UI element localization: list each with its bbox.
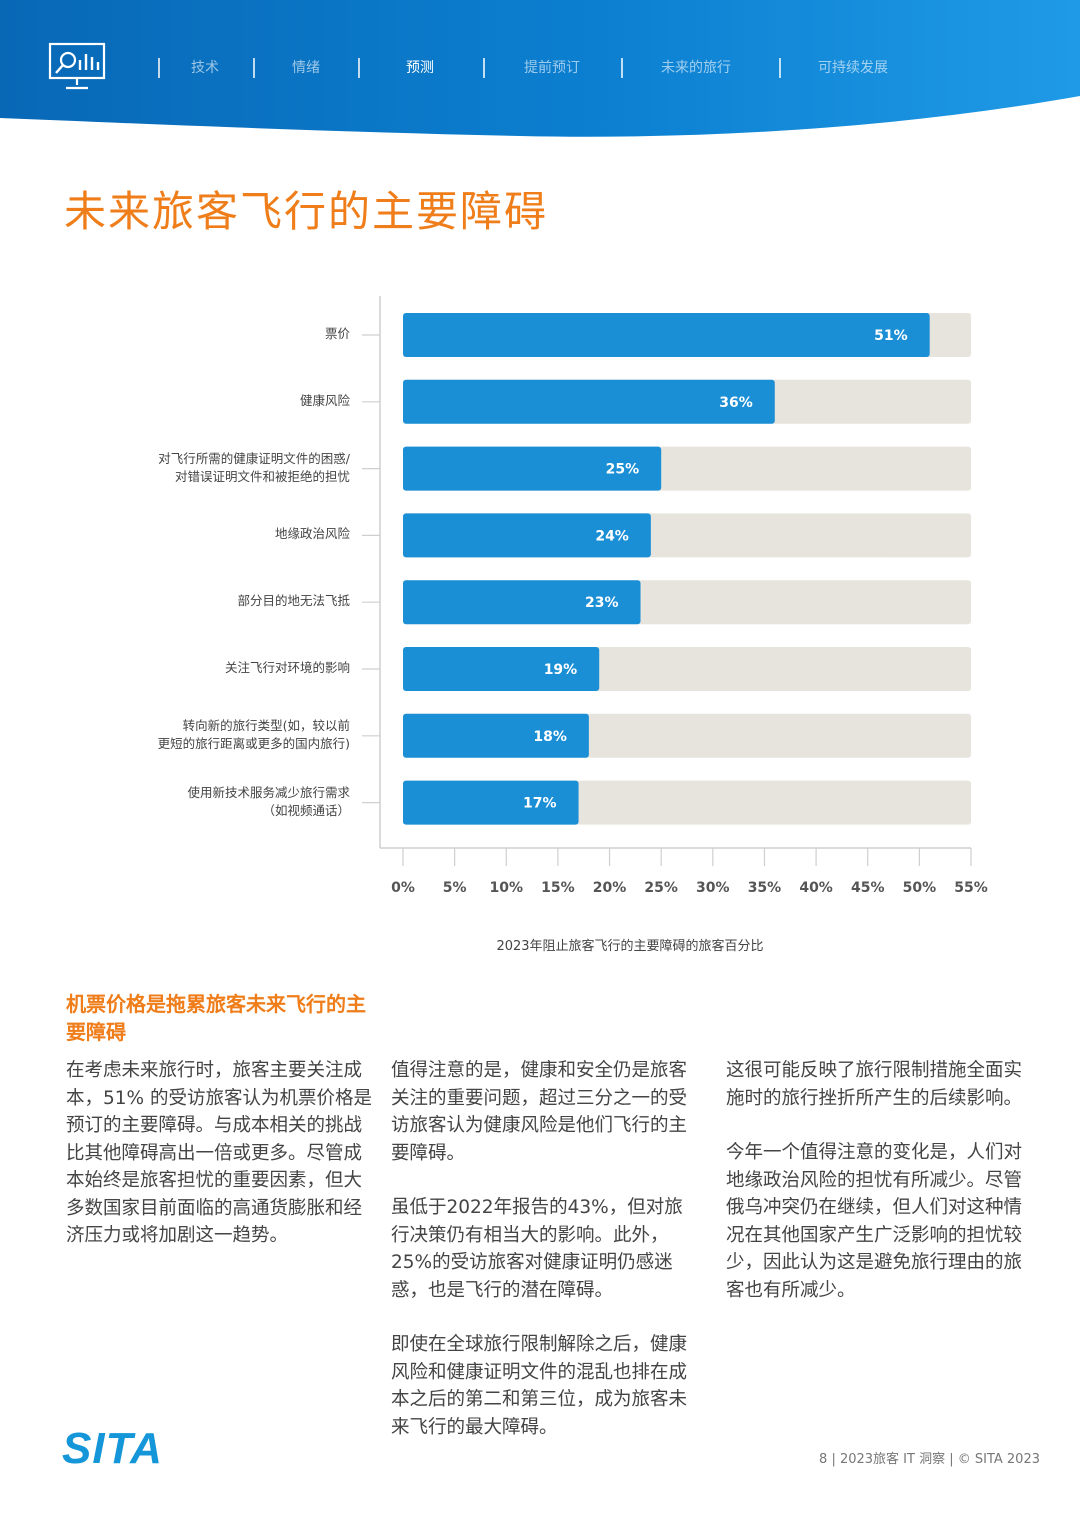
- category-label-line: 使用新技术服务减少旅行需求: [187, 784, 350, 800]
- category-label: 健康风险: [90, 392, 350, 410]
- x-tick-label: 10%: [490, 880, 524, 896]
- bar: [403, 780, 579, 825]
- category-label-line: 对错误证明文件和被拒绝的担忧: [174, 468, 350, 484]
- nav-item-sentiment[interactable]: 情绪: [292, 60, 320, 76]
- nav-separator: [158, 58, 160, 78]
- nav-item-technology[interactable]: 技术: [191, 60, 219, 76]
- sita-logo: SITA: [62, 1424, 163, 1473]
- bar-chart: 51% 36% 25% 24% 23% 19% 18% 17% 0% 5% 10% 15% 20% 25%…: [0, 280, 1080, 980]
- category-label: 地缘政治风险: [90, 525, 350, 543]
- x-tick-label: 40%: [799, 880, 833, 896]
- paragraph: 这很可能反映了旅行限制措施全面实施时的旅行挫折所产生的后续影响。: [726, 1060, 1023, 1109]
- category-label-line: （如视频通话）: [262, 802, 350, 818]
- bar: [403, 313, 930, 357]
- x-tick-label: 45%: [851, 880, 885, 896]
- nav-separator: [253, 58, 255, 78]
- x-tick-label: 35%: [748, 880, 782, 896]
- category-label: 对飞行所需的健康证明文件的困惑/对错误证明文件和被拒绝的担忧: [90, 450, 350, 486]
- nav-separator: [621, 58, 623, 78]
- analytics-presentation-icon: [48, 42, 106, 90]
- category-label-line: 部分目的地无法飞抵: [237, 593, 350, 609]
- x-tick-label: 5%: [443, 880, 467, 896]
- bar-value-label: 25%: [606, 462, 640, 478]
- category-label-line: 更短的旅行距离或更多的国内旅行): [157, 735, 350, 751]
- x-tick-label: 50%: [903, 880, 937, 896]
- x-tick-label: 55%: [954, 880, 988, 896]
- category-label: 票价: [90, 325, 350, 343]
- bar: [403, 713, 589, 758]
- nav-item-advance-booking[interactable]: 提前预订: [524, 60, 580, 76]
- bar: [403, 513, 651, 558]
- nav-separator: [358, 58, 360, 78]
- category-label-line: 健康风险: [299, 392, 350, 408]
- nav-separator: [779, 58, 781, 78]
- category-label-line: 对飞行所需的健康证明文件的困惑/: [158, 450, 350, 466]
- bar: [403, 446, 662, 491]
- category-label-line: 地缘政治风险: [274, 526, 350, 542]
- bar-value-label: 51%: [874, 328, 908, 344]
- nav-item-sustainability[interactable]: 可持续发展: [818, 60, 888, 76]
- paragraph: 即使在全球旅行限制解除之后，健康风险和健康证明文件的混乱也排在成本之后的第二和第…: [391, 1334, 688, 1438]
- x-tick-label: 20%: [593, 880, 627, 896]
- category-label: 使用新技术服务减少旅行需求 （如视频通话）: [90, 784, 350, 820]
- category-label: 部分目的地无法飞抵: [90, 592, 350, 610]
- x-tick-label: 25%: [644, 880, 678, 896]
- section-heading: 机票价格是拖累旅客未来飞行的主要障碍: [66, 992, 366, 1044]
- text-column-3: 这很可能反映了旅行限制措施全面实施时的旅行挫折所产生的后续影响。 今年一个值得注…: [726, 1057, 1032, 1331]
- paragraph: 今年一个值得注意的变化是，人们对地缘政治风险的担忧有所减少。尽管俄乌冲突仍在继续…: [726, 1142, 1023, 1301]
- nav-item-future-travel[interactable]: 未来的旅行: [661, 60, 731, 76]
- x-tick-label: 30%: [696, 880, 730, 896]
- paragraph: 虽低于2022年报告的43%，但对旅行决策仍有相当大的影响。此外，25%的受访旅…: [391, 1197, 683, 1301]
- nav-separator: [483, 58, 485, 78]
- chart-x-axis-caption: 2023年阻止旅客飞行的主要障碍的旅客百分比: [496, 939, 764, 954]
- bar-value-label: 19%: [544, 662, 578, 678]
- text-column-1: 在考虑未来旅行时，旅客主要关注成本，51% 的受访旅客认为机票价格是预订的主要障…: [66, 1057, 372, 1277]
- x-tick-label: 0%: [391, 880, 415, 896]
- category-label: 关注飞行对环境的影响: [90, 659, 350, 677]
- nav-item-forecast[interactable]: 预测: [406, 60, 434, 76]
- bar-value-label: 24%: [595, 528, 629, 544]
- page-footer: 8 | 2023旅客 IT 洞察 | © SITA 2023: [819, 1452, 1040, 1467]
- header-banner: 技术 情绪 预测 提前预订 未来的旅行 可持续发展: [0, 0, 1080, 140]
- header-wave-background: [0, 0, 1080, 137]
- category-label-line: 关注飞行对环境的影响: [224, 660, 350, 675]
- bar-chart-svg: 51% 36% 25% 24% 23% 19% 18% 17% 0% 5% 10% 15% 20% 25%…: [362, 296, 988, 896]
- bar-value-label: 36%: [719, 395, 753, 411]
- bar-value-label: 18%: [533, 729, 567, 745]
- category-label-line: 转向新的旅行类型(如，较以前: [182, 717, 350, 733]
- bar: [403, 379, 775, 424]
- page-title: 未来旅客飞行的主要障碍: [64, 187, 549, 236]
- x-tick-label: 15%: [541, 880, 575, 896]
- bar-value-label: 23%: [585, 595, 619, 611]
- paragraph: 在考虑未来旅行时，旅客主要关注成本，51% 的受访旅客认为机票价格是预订的主要障…: [66, 1060, 373, 1246]
- bar-value-label: 17%: [523, 796, 557, 812]
- category-label-line: 票价: [324, 326, 350, 341]
- paragraph: 值得注意的是，健康和安全仍是旅客关注的重要问题，超过三分之一的受访旅客认为健康风…: [391, 1060, 688, 1164]
- bar: [403, 580, 641, 625]
- bar: [403, 647, 600, 691]
- text-column-2: 值得注意的是，健康和安全仍是旅客关注的重要问题，超过三分之一的受访旅客认为健康风…: [391, 1057, 701, 1468]
- category-label: 转向新的旅行类型(如，较以前更短的旅行距离或更多的国内旅行): [90, 717, 350, 753]
